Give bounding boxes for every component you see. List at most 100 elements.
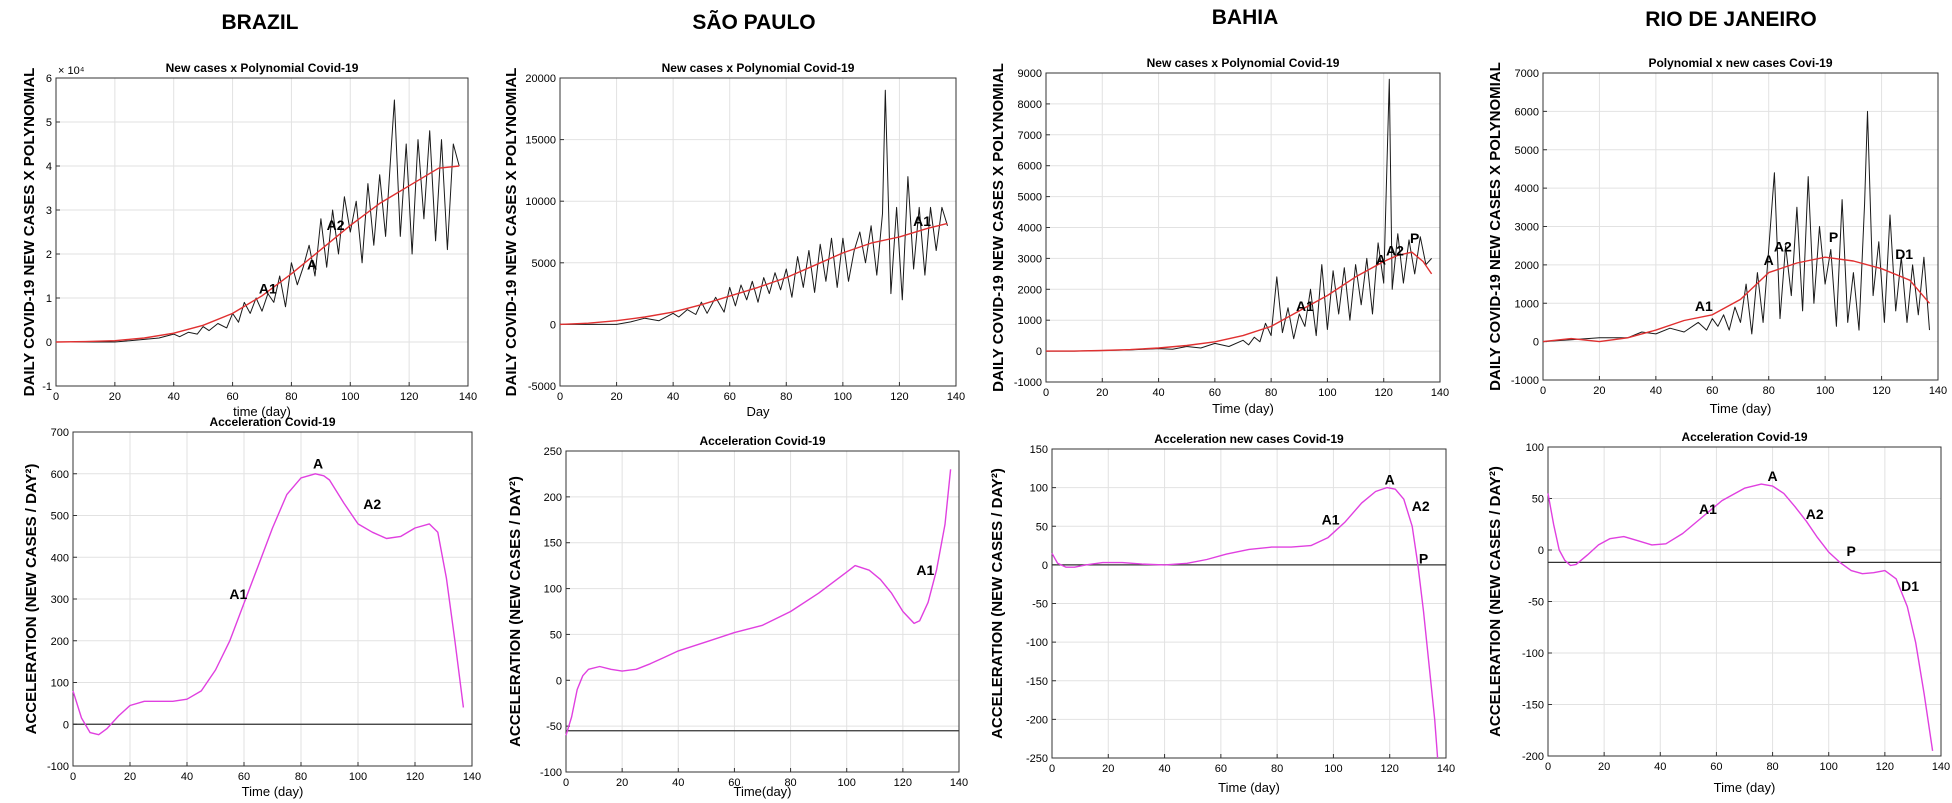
x-tick-label: 40 bbox=[1158, 763, 1170, 775]
panel-title: Polynomial x new cases Covi-19 bbox=[1648, 56, 1832, 70]
y-tick-label: 0 bbox=[63, 719, 69, 731]
x-tick-label: 100 bbox=[341, 391, 359, 403]
x-tick-label: 0 bbox=[53, 391, 59, 403]
x-tick-label: 140 bbox=[1431, 387, 1449, 399]
series-polynomial bbox=[559, 222, 948, 326]
x-tick-label: 60 bbox=[238, 771, 250, 783]
y-tick-label: 4000 bbox=[1515, 183, 1539, 195]
x-tick-label: 20 bbox=[109, 391, 121, 403]
x-tick-label: 40 bbox=[181, 771, 193, 783]
x-tick-label: 140 bbox=[1932, 761, 1950, 773]
annotation-a2: A2 bbox=[327, 217, 345, 233]
x-tick-label: 40 bbox=[667, 391, 679, 403]
y-tick-label: 5000 bbox=[1515, 145, 1539, 157]
annotation-a1: A1 bbox=[229, 586, 247, 602]
y-tick-label: 5000 bbox=[1018, 192, 1042, 204]
y-tick-label: 9000 bbox=[1018, 68, 1042, 80]
annotation-a1: A1 bbox=[1699, 501, 1717, 517]
y-tick-label: 200 bbox=[544, 492, 562, 504]
y-tick-label: 150 bbox=[544, 538, 562, 550]
x-tick-label: 80 bbox=[1763, 385, 1775, 397]
x-tick-label: 60 bbox=[226, 391, 238, 403]
y-tick-label: 7000 bbox=[1515, 68, 1539, 80]
annotation-p: P bbox=[1846, 543, 1855, 559]
x-tick-label: 100 bbox=[1816, 385, 1834, 397]
x-tick-label: 80 bbox=[1766, 761, 1778, 773]
panel-title: New cases x Polynomial Covid-19 bbox=[1147, 56, 1340, 70]
annotation-a1: A1 bbox=[1296, 298, 1314, 314]
x-tick-label: 20 bbox=[610, 391, 622, 403]
y-tick-label: 0 bbox=[556, 675, 562, 687]
panel-title: Acceleration Covid-19 bbox=[209, 415, 335, 429]
y-tick-label: -250 bbox=[1026, 753, 1048, 765]
y-tick-label: 50 bbox=[550, 629, 562, 641]
x-tick-label: 100 bbox=[1820, 761, 1838, 773]
y-tick-label: 100 bbox=[51, 678, 69, 690]
x-tick-label: 120 bbox=[400, 391, 418, 403]
x-tick-label: 0 bbox=[1545, 761, 1551, 773]
x-axis-label: Time (day) bbox=[1218, 780, 1280, 795]
y-tick-label: 100 bbox=[544, 584, 562, 596]
y-tick-label: -1 bbox=[42, 381, 52, 393]
x-tick-label: 0 bbox=[557, 391, 563, 403]
panel-title: Acceleration Covid-19 bbox=[699, 434, 825, 448]
x-tick-label: 0 bbox=[1043, 387, 1049, 399]
y-tick-label: 6000 bbox=[1018, 161, 1042, 173]
annotation-a: A bbox=[313, 456, 323, 472]
chart-3: 0 20 40 60 80 100 120 140-100001000200030004000… bbox=[990, 56, 1449, 416]
annotation-a1: A1 bbox=[916, 562, 934, 578]
x-tick-label: 80 bbox=[1271, 763, 1283, 775]
y-tick-label: 100 bbox=[1030, 483, 1048, 495]
y-axis-label: ACCELERATION (NEW CASES / DAY²) bbox=[507, 476, 524, 747]
chart-5: 0 20 40 60 80 100 120 140-100010020030040050060… bbox=[23, 415, 481, 799]
x-tick-label: 20 bbox=[1593, 385, 1605, 397]
y-tick-label: 7000 bbox=[1018, 130, 1042, 142]
annotation-a: A bbox=[1764, 252, 1774, 268]
x-tick-label: 60 bbox=[1209, 387, 1221, 399]
y-tick-label: 1 bbox=[46, 293, 52, 305]
x-tick-label: 40 bbox=[1650, 385, 1662, 397]
annotation-a1: A1 bbox=[913, 213, 931, 229]
y-tick-label: 1000 bbox=[1018, 315, 1042, 327]
annotation-a: A bbox=[1768, 468, 1778, 484]
x-tick-label: 60 bbox=[1215, 763, 1227, 775]
y-tick-label: 3000 bbox=[1018, 253, 1042, 265]
chart-6: 0 20 40 60 80 100 120 140 -100 -50 0 50 100 150 200 250… bbox=[507, 434, 968, 799]
y-tick-label: 250 bbox=[544, 446, 562, 458]
y-tick-label: 1000 bbox=[1515, 298, 1539, 310]
y-tick-label: 0 bbox=[46, 337, 52, 349]
y-tick-label: -150 bbox=[1026, 676, 1048, 688]
series-polynomial bbox=[1046, 251, 1433, 352]
y-tick-label: -100 bbox=[47, 761, 69, 773]
y-tick-label: -50 bbox=[1528, 597, 1544, 609]
x-tick-label: 40 bbox=[1152, 387, 1164, 399]
x-tick-label: 20 bbox=[1598, 761, 1610, 773]
y-tick-label: 150 bbox=[1030, 444, 1048, 456]
x-axis-label: Day bbox=[746, 404, 770, 419]
y-tick-label: -100 bbox=[540, 767, 562, 779]
y-tick-label: 100 bbox=[1526, 442, 1544, 454]
y-tick-label: 0 bbox=[1538, 545, 1544, 557]
x-tick-label: 120 bbox=[894, 777, 912, 789]
y-tick-label: 2 bbox=[46, 249, 52, 261]
y-tick-label: 2000 bbox=[1515, 260, 1539, 272]
x-tick-label: 140 bbox=[463, 771, 481, 783]
chart-8: 0 20 40 60 80 100 120 140 -200 -150 -100 -50 0 50 100 A… bbox=[1487, 430, 1950, 795]
annotation-a: A bbox=[307, 256, 317, 272]
y-tick-label: 0 bbox=[1042, 560, 1048, 572]
x-axis-label: Time (day) bbox=[1212, 401, 1274, 416]
annotation-a: A bbox=[1385, 472, 1395, 488]
y-axis-label: ACCELERATION (NEW CASES / DAY²) bbox=[23, 464, 40, 735]
x-tick-label: 140 bbox=[1929, 385, 1947, 397]
y-tick-label: 200 bbox=[51, 636, 69, 648]
y-tick-label: 0 bbox=[1036, 346, 1042, 358]
x-tick-label: 120 bbox=[890, 391, 908, 403]
plot-frame bbox=[55, 77, 469, 387]
x-axis-label: Time (day) bbox=[242, 784, 304, 799]
y-tick-label: 300 bbox=[51, 594, 69, 606]
y-axis-label: DAILY COVID-19 NEW CASES X POLYNOMIAL bbox=[1487, 62, 1504, 391]
y-tick-label: 3 bbox=[46, 205, 52, 217]
y-axis-label: DAILY COVID-19 NEW CASES X POLYNOMIAL bbox=[503, 68, 520, 397]
y-tick-label: -1000 bbox=[1014, 377, 1042, 389]
y-tick-label: -150 bbox=[1522, 700, 1544, 712]
